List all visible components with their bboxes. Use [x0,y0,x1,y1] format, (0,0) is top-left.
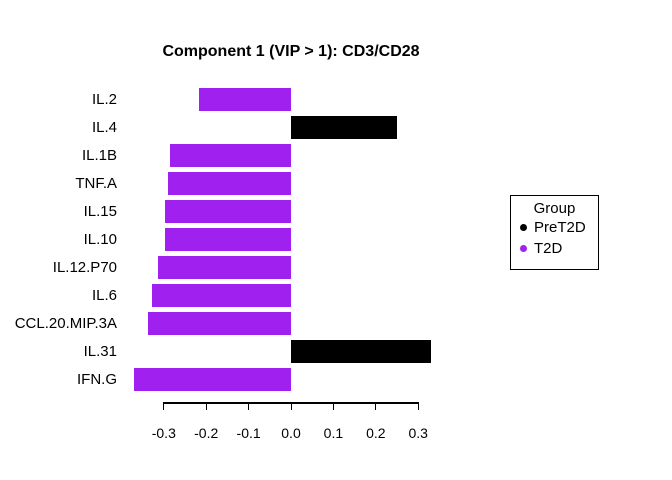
legend-title: Group [533,200,576,217]
bar-label-IL.6: IL.6 [91,286,117,304]
x-axis-tick-label: -0.2 [194,425,219,441]
bar-IL.4 [291,116,397,139]
bar-IL.15 [165,200,291,223]
bar-CCL.20.MIP.3A [147,312,291,335]
legend-label: PreT2D [534,219,586,236]
bar-label-IL.10: IL.10 [83,230,117,248]
legend-item-PreT2D: PreT2D [511,217,598,238]
x-axis-tick [248,402,250,410]
bar-IFN.G [134,368,291,391]
x-axis-tick [205,402,207,410]
legend-items: PreT2D T2D [511,217,598,259]
legend-item-T2D: T2D [511,238,598,259]
x-axis-tick-label: 0.0 [281,425,301,441]
x-axis-tick-label: -0.3 [151,425,176,441]
bar-label-TNF.A: TNF.A [75,174,117,192]
bar-IL.6 [151,284,291,307]
bar-label-IL.2: IL.2 [91,90,117,108]
x-axis-tick-label: -0.1 [236,425,261,441]
x-axis-tick [290,402,292,410]
bar-IL.2 [199,88,291,111]
bar-IL.12.P70 [157,256,291,279]
bar-IL.31 [291,340,431,363]
x-axis-tick-label: 0.1 [323,425,344,441]
bar-label-IL.4: IL.4 [91,118,117,136]
legend-label: T2D [534,240,563,257]
x-axis-tick [163,402,165,410]
chart-title: Component 1 (VIP > 1): CD3/CD28 [162,43,420,60]
x-axis-tick [417,402,419,410]
x-axis-tick-label: 0.3 [408,425,428,441]
x-axis-tick [332,402,334,410]
bar-label-CCL.20.MIP.3A: CCL.20.MIP.3A [14,314,117,332]
x-axis-tick-label: 0.2 [366,425,386,441]
legend-dot-icon [520,245,527,252]
bar-label-IL.31: IL.31 [83,342,117,360]
bar-label-IL.1B: IL.1B [81,146,117,164]
bar-label-IL.15: IL.15 [83,202,117,220]
bar-IL.10 [165,228,291,251]
legend-dot-icon [520,224,527,231]
bar-IL.1B [170,144,291,167]
bar-TNF.A [167,172,291,195]
bar-label-IL.12.P70: IL.12.P70 [52,258,117,276]
x-axis-tick [375,402,377,410]
legend: Group PreT2D T2D [510,195,599,270]
bar-label-IFN.G: IFN.G [77,370,117,388]
